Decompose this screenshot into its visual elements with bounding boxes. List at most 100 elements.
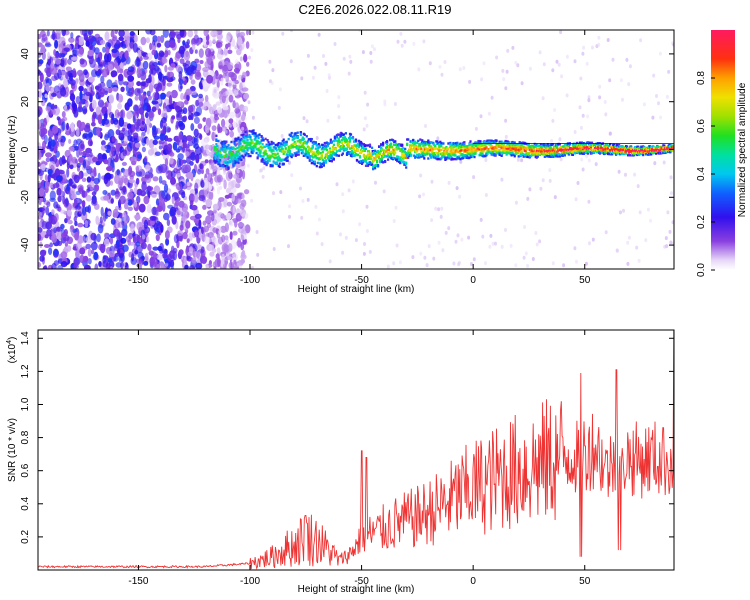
heatmap-cell <box>649 218 652 223</box>
heatmap-cell <box>313 160 316 163</box>
heatmap-cell <box>587 158 591 163</box>
heatmap-cell <box>278 157 281 160</box>
heatmap-cell <box>118 255 122 263</box>
heatmap-cell <box>107 129 115 139</box>
heatmap-cell <box>462 146 465 149</box>
heatmap-cell <box>151 75 155 86</box>
heatmap-cell <box>472 175 476 180</box>
heatmap-cell <box>543 155 546 158</box>
heatmap-cell <box>555 145 558 149</box>
heatmap-cell <box>370 44 374 49</box>
heatmap-cell <box>432 154 435 158</box>
heatmap-cell <box>670 191 673 196</box>
heatmap-cell <box>347 137 351 140</box>
heatmap-cell <box>44 174 49 181</box>
heatmap-cell <box>299 131 302 134</box>
heatmap-cell <box>665 244 669 249</box>
heatmap-cell <box>85 195 92 202</box>
heatmap-cell <box>58 47 63 53</box>
heatmap-cell <box>231 155 234 158</box>
heatmap-cell <box>359 151 363 154</box>
heatmap-cell <box>387 152 390 155</box>
heatmap-cell <box>217 139 220 143</box>
heatmap-cell <box>418 142 421 146</box>
heatmap-cell <box>200 169 204 175</box>
heatmap-cell <box>170 89 178 99</box>
heatmap-cell <box>304 147 307 151</box>
heatmap-cell <box>38 33 42 40</box>
heatmap-cell <box>274 147 277 150</box>
heatmap-cell <box>38 187 45 197</box>
heatmap-cell <box>122 169 130 177</box>
heatmap-cell <box>504 118 508 123</box>
heatmap-cell <box>189 246 193 254</box>
heatmap-cell <box>241 249 246 259</box>
heatmap-cell <box>172 141 178 151</box>
heatmap-cell <box>184 99 189 105</box>
heatmap-cell <box>214 103 218 108</box>
heatmap-cell <box>259 168 262 173</box>
heatmap-cell <box>38 233 42 242</box>
heatmap-cell <box>347 188 351 193</box>
heatmap-cell <box>112 87 119 92</box>
heatmap-cell <box>585 61 589 66</box>
heatmap-cell <box>108 94 115 104</box>
heatmap-cell <box>237 136 240 139</box>
heatmap-cell <box>529 145 532 149</box>
heatmap-cell <box>306 156 309 159</box>
heatmap-cell <box>538 152 541 155</box>
heatmap-cell <box>205 47 212 58</box>
heatmap-cell <box>355 147 359 150</box>
heatmap-cell <box>535 242 539 247</box>
heatmap-cell <box>473 155 476 159</box>
heatmap-cell <box>224 145 227 148</box>
heatmap-cell <box>240 148 243 151</box>
heatmap-cell <box>248 55 251 60</box>
heatmap-cell <box>225 187 231 194</box>
heatmap-cell <box>270 143 273 146</box>
heatmap-cell <box>236 32 243 38</box>
heatmap-cell <box>580 157 584 162</box>
heatmap-cell <box>200 255 208 264</box>
heatmap-cell <box>216 160 219 163</box>
heatmap-cell <box>592 151 596 154</box>
heatmap-cell <box>459 157 462 161</box>
heatmap-cell <box>494 241 497 246</box>
heatmap-cell <box>330 151 333 154</box>
heatmap-cell <box>280 144 283 148</box>
heatmap-cell <box>445 146 448 149</box>
heatmap-cell <box>513 155 516 158</box>
heatmap-cell <box>110 189 116 196</box>
heatmap-cell <box>162 58 168 64</box>
heatmap-cell <box>301 144 304 147</box>
heatmap-cell <box>228 79 233 89</box>
heatmap-cell <box>204 94 209 103</box>
heatmap-cell <box>365 204 369 209</box>
heatmap-cell <box>110 30 115 38</box>
heatmap-cell <box>367 157 371 160</box>
heatmap-cell <box>115 129 121 136</box>
heatmap-cell <box>178 78 184 86</box>
heatmap-cell <box>376 159 379 162</box>
heatmap-cell <box>592 143 596 147</box>
heatmap-cell <box>467 235 471 240</box>
heatmap-cell <box>50 61 55 69</box>
heatmap-cell <box>655 94 658 98</box>
heatmap-cell <box>633 172 637 177</box>
heatmap-cell <box>160 265 166 269</box>
heatmap-cell <box>362 127 366 132</box>
heatmap-cell <box>437 141 440 145</box>
heatmap-cell <box>56 116 60 121</box>
heatmap-cell <box>295 153 298 156</box>
heatmap-cell <box>585 145 589 149</box>
heatmap-cell <box>334 139 337 142</box>
heatmap-cell <box>122 244 129 252</box>
heatmap-cell <box>575 141 578 145</box>
heatmap-cell <box>234 147 237 151</box>
heatmap-cell <box>365 123 369 128</box>
heatmap-cell <box>67 155 73 165</box>
heatmap-cell <box>133 104 139 112</box>
heatmap-cell <box>282 138 285 141</box>
heatmap-cell <box>87 84 91 94</box>
heatmap-cell <box>590 141 594 144</box>
